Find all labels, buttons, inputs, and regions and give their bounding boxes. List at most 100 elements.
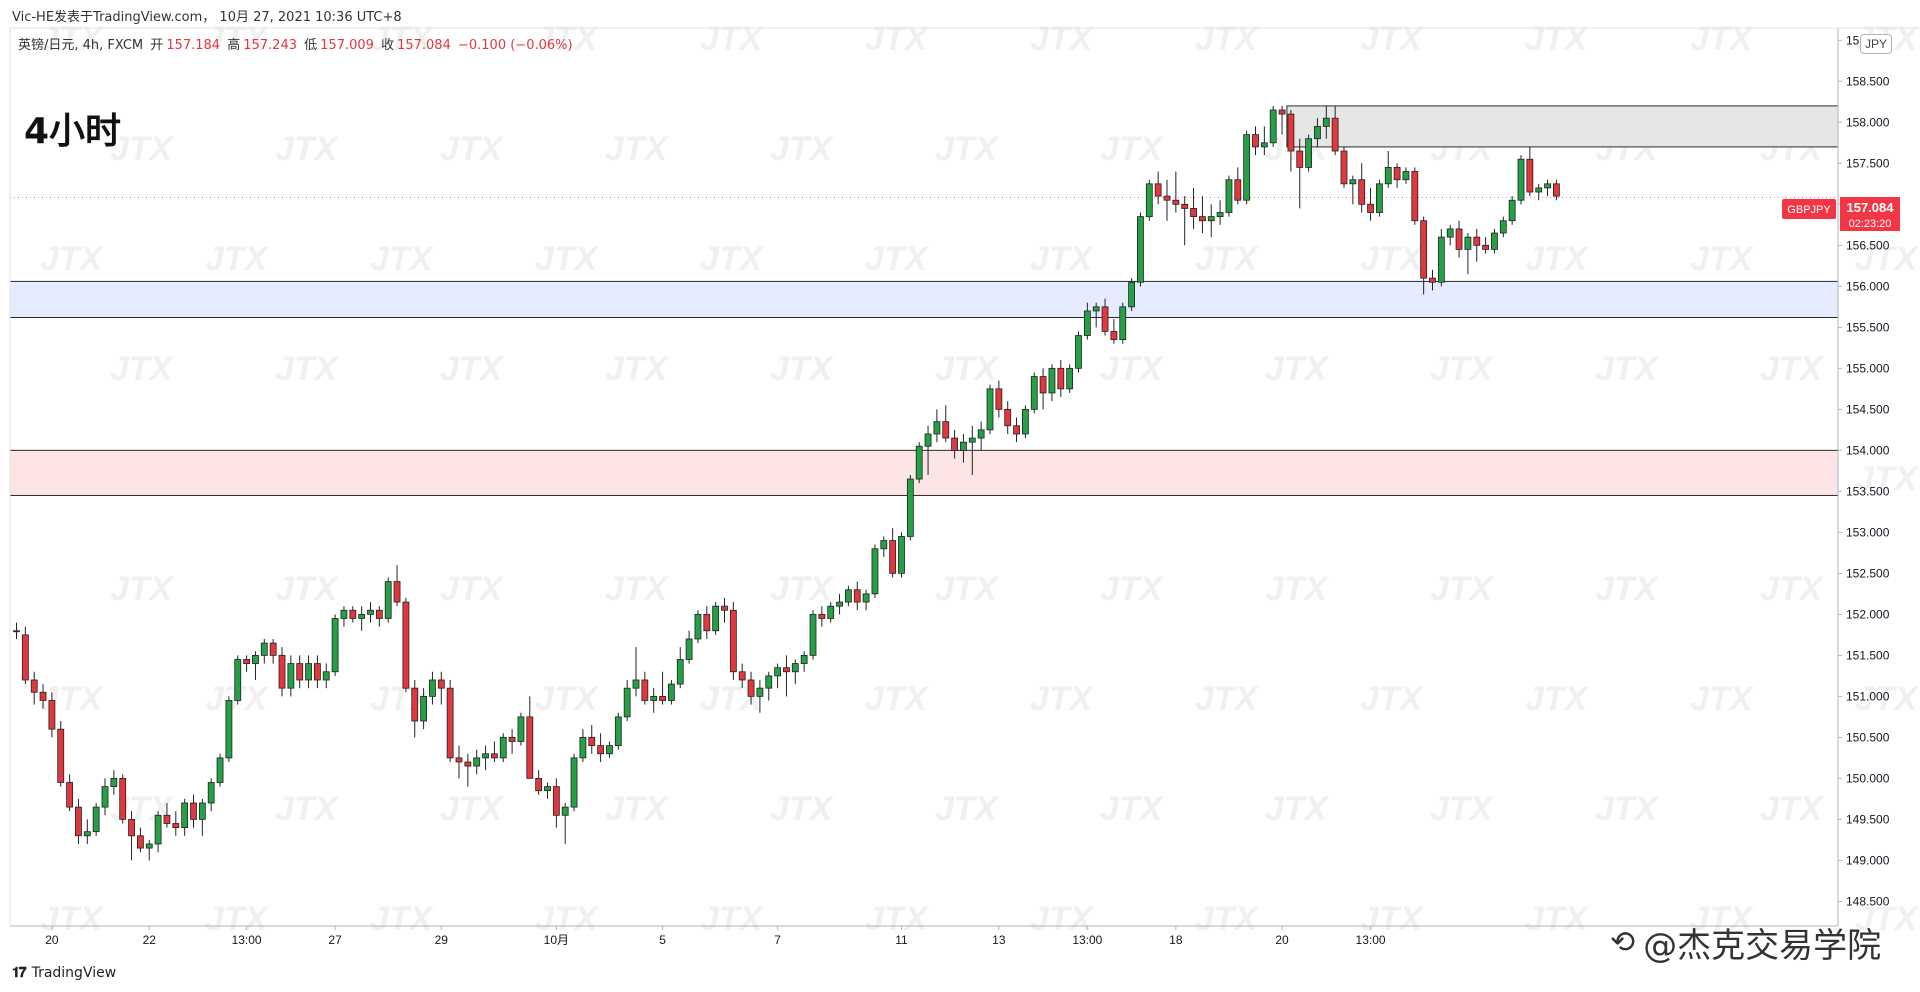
watermark-jtx: JTX	[1100, 790, 1165, 828]
candle	[1066, 364, 1074, 393]
candle	[1225, 175, 1233, 217]
candle	[995, 380, 1003, 418]
candle	[1314, 118, 1321, 147]
candle	[977, 421, 985, 451]
candle	[207, 778, 215, 812]
candle	[1154, 171, 1162, 205]
candle-body	[659, 695, 666, 701]
candle	[747, 671, 755, 705]
watermark-jtx: JTX	[605, 790, 670, 828]
zone-blue[interactable]	[9, 280, 1839, 318]
watermark-jtx: JTX	[1265, 790, 1330, 828]
x-tick-label: 27	[328, 933, 342, 947]
candle-body	[668, 683, 675, 701]
candle-body	[1163, 195, 1171, 201]
candle	[1446, 224, 1454, 246]
x-tick-label: 18	[1169, 933, 1183, 947]
candle	[1499, 216, 1507, 238]
watermark-jtx: JTX	[275, 130, 340, 168]
candle-body	[1004, 408, 1012, 427]
candle	[694, 610, 702, 644]
candle-body	[738, 671, 746, 681]
x-tick-label: 13:00	[1072, 933, 1102, 947]
candle-body	[172, 823, 180, 828]
candle-body	[1066, 367, 1074, 390]
candle	[871, 544, 879, 598]
candle	[1101, 298, 1109, 336]
candle-body	[446, 687, 454, 759]
candle-body	[1243, 134, 1251, 201]
watermark-jtx: JTX	[1195, 20, 1260, 58]
candle	[1216, 200, 1224, 225]
low-label: 低	[304, 38, 318, 53]
candle-body	[1464, 236, 1472, 250]
watermark-jtx: JTX	[110, 570, 175, 608]
candle-body	[225, 700, 233, 759]
time-axis[interactable]: 20 22 13:00 27 29 10月 5 7 11 13 13:00 18 20 13:00	[45, 926, 1386, 947]
candle	[154, 811, 162, 853]
candle-body	[1508, 199, 1516, 222]
open-label: 开	[150, 38, 164, 53]
candle-body	[1190, 208, 1197, 218]
candle-body	[411, 687, 419, 722]
candle-body	[1022, 408, 1029, 435]
candle-body	[21, 634, 29, 681]
candle	[269, 638, 277, 664]
candle-body	[190, 802, 197, 820]
watermark-jtx: JTX	[1360, 680, 1425, 718]
candle	[482, 745, 489, 771]
candle	[234, 655, 242, 705]
candle-body	[473, 757, 481, 767]
candle	[1455, 220, 1463, 258]
candle	[729, 602, 737, 680]
candle	[1092, 302, 1100, 328]
candle-body	[632, 679, 640, 689]
candle	[437, 671, 445, 705]
candle-body	[367, 609, 374, 615]
candle-body	[358, 613, 366, 619]
currency-badge[interactable]: JPY	[1860, 34, 1892, 54]
candle-body	[614, 716, 622, 746]
candle	[1429, 269, 1436, 291]
candle-body	[765, 675, 773, 689]
candle	[738, 663, 746, 689]
tradingview-logo[interactable]: 𝟏𝟕 TradingView	[12, 965, 116, 981]
candle-body	[1455, 228, 1463, 250]
watermark-jtx: JTX	[1265, 570, 1330, 608]
candle	[75, 798, 82, 844]
candle	[960, 433, 967, 463]
candle-body	[818, 613, 826, 619]
timeframe-label: 4小时	[24, 111, 122, 152]
watermark-jtx: JTX	[1100, 130, 1165, 168]
eye-logo-icon: ⟲	[1610, 925, 1636, 960]
candle-body	[296, 663, 304, 681]
candle-body	[30, 679, 38, 693]
candle	[1110, 319, 1118, 344]
candle-body	[729, 609, 737, 673]
candle	[933, 409, 941, 443]
candle-body	[1075, 335, 1082, 369]
zone-pink[interactable]	[9, 449, 1839, 496]
candle	[1128, 278, 1135, 311]
zone-gray[interactable]	[1286, 105, 1839, 148]
y-tick-label: 151.500	[1846, 648, 1890, 662]
x-tick-label: 20	[45, 933, 59, 947]
watermark-jtx: JTX	[865, 20, 930, 58]
candle	[1022, 405, 1029, 439]
y-tick-label: 156.500	[1846, 238, 1890, 252]
candle	[898, 532, 905, 578]
watermark-jtx: JTX	[535, 680, 600, 718]
candle	[791, 659, 799, 685]
candle-body	[1499, 220, 1507, 234]
candle	[1393, 163, 1401, 188]
candle	[30, 671, 38, 705]
candle	[367, 602, 374, 623]
candle-body	[322, 671, 330, 681]
candle-body	[499, 736, 507, 759]
candle-body	[942, 421, 950, 439]
tradingview-brand: TradingView	[31, 965, 117, 981]
candle	[225, 696, 233, 762]
candle	[499, 733, 507, 762]
symbol-line: 英镑/日元, 4h, FXCM	[18, 38, 144, 53]
